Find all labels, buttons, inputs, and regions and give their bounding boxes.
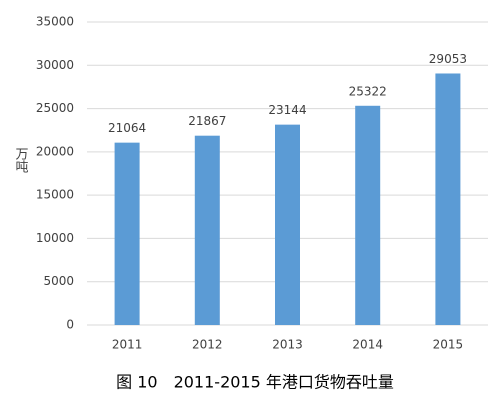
- x-tick-label: 2013: [272, 338, 303, 352]
- x-tick-label: 2015: [433, 338, 464, 352]
- x-tick-label: 2014: [352, 338, 383, 352]
- value-label: 23144: [268, 103, 306, 117]
- bar: [435, 73, 461, 325]
- y-tick-label: 5000: [43, 274, 74, 288]
- y-axis-label: 万吨: [13, 147, 29, 173]
- chart-caption: 图 10 2011-2015 年港口货物吞吐量: [116, 373, 394, 392]
- value-label: 21064: [108, 121, 146, 135]
- value-label: 25322: [349, 84, 387, 98]
- y-tick-label: 35000: [36, 15, 74, 29]
- y-tick-label: 25000: [36, 101, 74, 115]
- y-tick-label: 30000: [36, 58, 74, 72]
- y-tick-label: 0: [66, 318, 74, 332]
- value-label: 21867: [188, 114, 226, 128]
- x-tick-label: 2012: [192, 338, 223, 352]
- bar: [114, 142, 140, 325]
- value-label: 29053: [429, 52, 467, 66]
- bar: [194, 135, 220, 325]
- y-tick-label: 10000: [36, 231, 74, 245]
- y-tick-label: 15000: [36, 188, 74, 202]
- x-tick-label: 2011: [112, 338, 143, 352]
- y-tick-label: 20000: [36, 144, 74, 158]
- bar: [275, 124, 300, 325]
- bar: [355, 105, 381, 325]
